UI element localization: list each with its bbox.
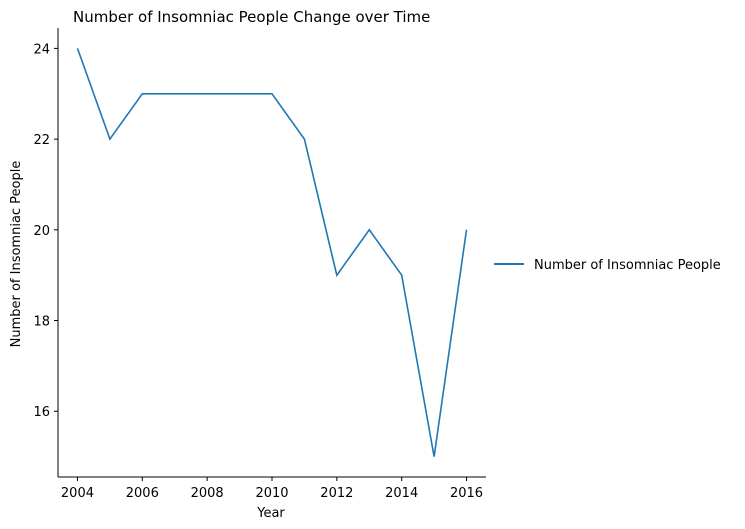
series-line (76, 48, 468, 457)
y-tick-label: 22 (33, 133, 50, 148)
x-tick-label: 2004 (61, 486, 94, 501)
legend: Number of Insomniac People (494, 258, 721, 273)
y-tick-label: 24 (33, 42, 50, 57)
x-tick-label: 2008 (191, 486, 224, 501)
y-ticks: 16 18 20 22 24 (33, 42, 58, 420)
x-tick-label: 2006 (126, 486, 159, 501)
x-tick-label: 2012 (320, 486, 353, 501)
x-ticks: 2004 2006 2008 2010 2012 2014 2016 (61, 477, 483, 501)
plot-area: 2004 2006 2008 2010 2012 2014 2016 16 18 20 22 24 (33, 28, 486, 501)
x-axis-label: Year (256, 506, 285, 521)
legend-label: Number of Insomniac People (534, 258, 721, 273)
y-tick-label: 20 (33, 224, 50, 239)
x-tick-label: 2014 (385, 486, 418, 501)
x-tick-label: 2016 (450, 486, 483, 501)
x-tick-label: 2010 (255, 486, 288, 501)
chart-title: Number of Insomniac People Change over T… (73, 8, 430, 26)
y-axis-label: Number of Insomniac People (9, 161, 24, 348)
y-tick-label: 18 (33, 315, 50, 330)
y-tick-label: 16 (33, 405, 50, 420)
